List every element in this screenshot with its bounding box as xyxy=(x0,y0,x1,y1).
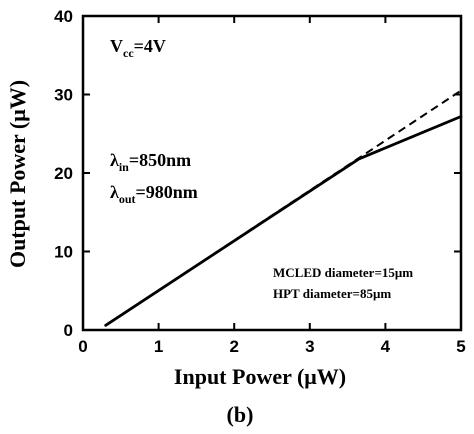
y-tick-label: 0 xyxy=(64,321,73,340)
series-layer xyxy=(104,89,463,327)
panel-label: (b) xyxy=(227,402,254,427)
hpt-diameter-annotation: HPT diameter=85μm xyxy=(273,286,391,301)
vcc-annotation: Vcc=4V xyxy=(110,36,166,60)
mcled-diameter-annotation: MCLED diameter=15μm xyxy=(273,265,413,280)
x-tick-label: 0 xyxy=(78,337,87,356)
x-tick-label: 2 xyxy=(229,337,238,356)
plot-frame xyxy=(81,14,463,332)
x-tick-label: 5 xyxy=(456,337,465,356)
lambda-in-main: λ xyxy=(110,150,119,170)
x-tick-label: 4 xyxy=(381,337,391,356)
vcc-sub: cc xyxy=(123,46,134,60)
lambda-out-sub: out xyxy=(119,192,136,206)
x-tick-label: 3 xyxy=(305,337,314,356)
vcc-main: V xyxy=(110,36,123,56)
y-tick-label: 20 xyxy=(54,164,73,183)
x-ticks: 0 1 2 3 4 5 xyxy=(78,16,466,356)
lambda-in-sub: in xyxy=(119,160,129,174)
lambda-in-rest: =850nm xyxy=(129,150,191,170)
x-axis-title: Input Power (μW) xyxy=(174,364,346,389)
lambda-out-main: λ xyxy=(110,182,119,202)
vcc-rest: =4V xyxy=(134,36,166,56)
y-tick-label: 40 xyxy=(54,7,73,26)
y-axis-title: Output Power (μW) xyxy=(5,80,30,268)
y-tick-label: 10 xyxy=(54,243,73,262)
plot-border xyxy=(81,14,463,332)
x-tick-label: 1 xyxy=(154,337,163,356)
lambda-out-annotation: λout=980nm xyxy=(110,182,198,206)
y-ticks: 0 10 20 30 40 xyxy=(54,7,461,340)
y-tick-label: 30 xyxy=(54,86,73,105)
lambda-out-rest: =980nm xyxy=(136,182,198,202)
dashed-series-line xyxy=(105,89,462,327)
lambda-in-annotation: λin=850nm xyxy=(110,150,191,174)
